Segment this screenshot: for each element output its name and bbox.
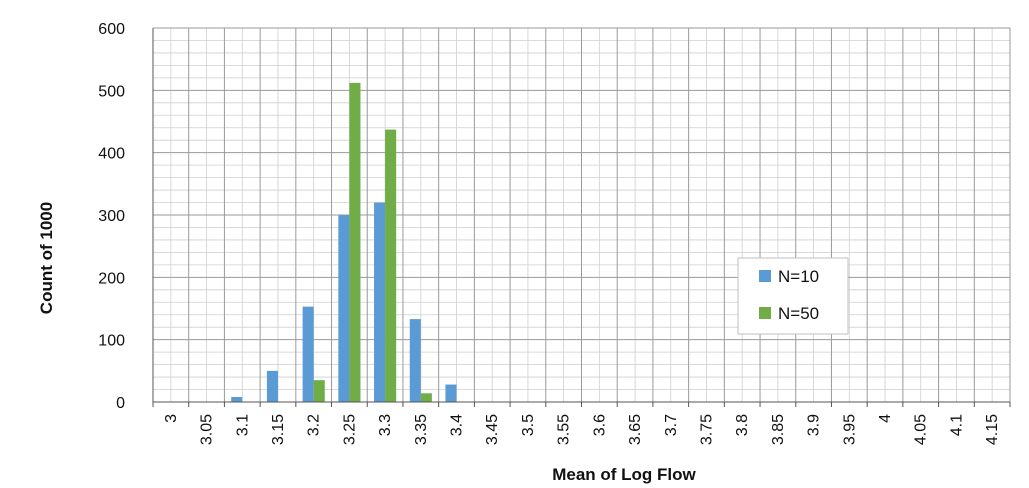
bar-n50-3_2 <box>313 380 325 402</box>
x-tick-label: 3.95 <box>841 414 858 445</box>
legend: N=10 N=50 <box>737 257 849 335</box>
x-tick-label: 3.5 <box>520 414 537 436</box>
bar-n10-3_4 <box>445 384 457 402</box>
bar-n10-3_3 <box>374 202 386 402</box>
bar-n50-3_3 <box>385 129 397 402</box>
x-tick-label: 3.85 <box>770 414 787 445</box>
y-axis-title: Count of 1000 <box>37 202 56 314</box>
legend-swatch-n50 <box>759 307 771 319</box>
x-tick-label: 3.8 <box>734 414 751 436</box>
bar-n10-3_25 <box>338 215 350 402</box>
grid <box>152 27 1011 403</box>
bar-n10-3_1 <box>231 397 243 402</box>
bar-n50-3_25 <box>349 82 361 402</box>
y-tick-label: 200 <box>98 270 125 287</box>
y-tick-label: 0 <box>116 395 125 412</box>
bars <box>231 82 457 402</box>
x-tick-label: 3.65 <box>627 414 644 445</box>
legend-label-n50: N=50 <box>778 304 819 323</box>
x-tick-label: 3.25 <box>341 414 358 445</box>
y-tick-label: 500 <box>98 83 125 100</box>
x-tick-label: 4 <box>877 414 894 423</box>
x-tick-label: 3.2 <box>306 414 323 436</box>
y-tick-label: 100 <box>98 333 125 350</box>
axes <box>152 28 1011 407</box>
y-tick-label: 400 <box>98 146 125 163</box>
x-tick-label: 3.35 <box>413 414 430 445</box>
legend-label-n10: N=10 <box>778 267 819 286</box>
x-tick-label: 3.7 <box>663 414 680 436</box>
x-tick-label: 3.45 <box>484 414 501 445</box>
y-tick-label: 600 <box>98 21 125 38</box>
x-tick-label: 4.15 <box>984 414 1001 445</box>
x-tick-label: 3.9 <box>806 414 823 436</box>
bar-n10-3_35 <box>409 319 421 402</box>
x-tick-label: 3.05 <box>199 414 216 445</box>
x-tick-label: 3.75 <box>698 414 715 445</box>
x-tick-label: 4.1 <box>948 414 965 436</box>
x-axis-title: Mean of Log Flow <box>552 465 696 484</box>
x-tick-label: 3.15 <box>270 414 287 445</box>
x-tick-label: 3.6 <box>591 414 608 436</box>
x-tick-labels: 3 3.05 3.1 3.15 3.2 3.25 3.3 3.35 3.4 3.45 3.5 3.55… <box>163 414 1001 445</box>
x-tick-label: 3.55 <box>556 414 573 445</box>
x-tick-label: 3.4 <box>449 414 466 436</box>
y-tick-label: 300 <box>98 208 125 225</box>
y-tick-labels: 0 100 200 300 400 500 600 <box>98 21 125 412</box>
bar-n50-3_35 <box>420 393 432 402</box>
x-tick-label: 3.3 <box>377 414 394 436</box>
bar-n10-3_2 <box>302 306 314 402</box>
x-tick-label: 3 <box>163 414 180 423</box>
legend-box <box>737 257 849 335</box>
x-tick-label: 3.1 <box>234 414 251 436</box>
legend-swatch-n10 <box>759 270 771 282</box>
x-tick-label: 4.05 <box>913 414 930 445</box>
bar-n10-3_15 <box>266 370 278 402</box>
